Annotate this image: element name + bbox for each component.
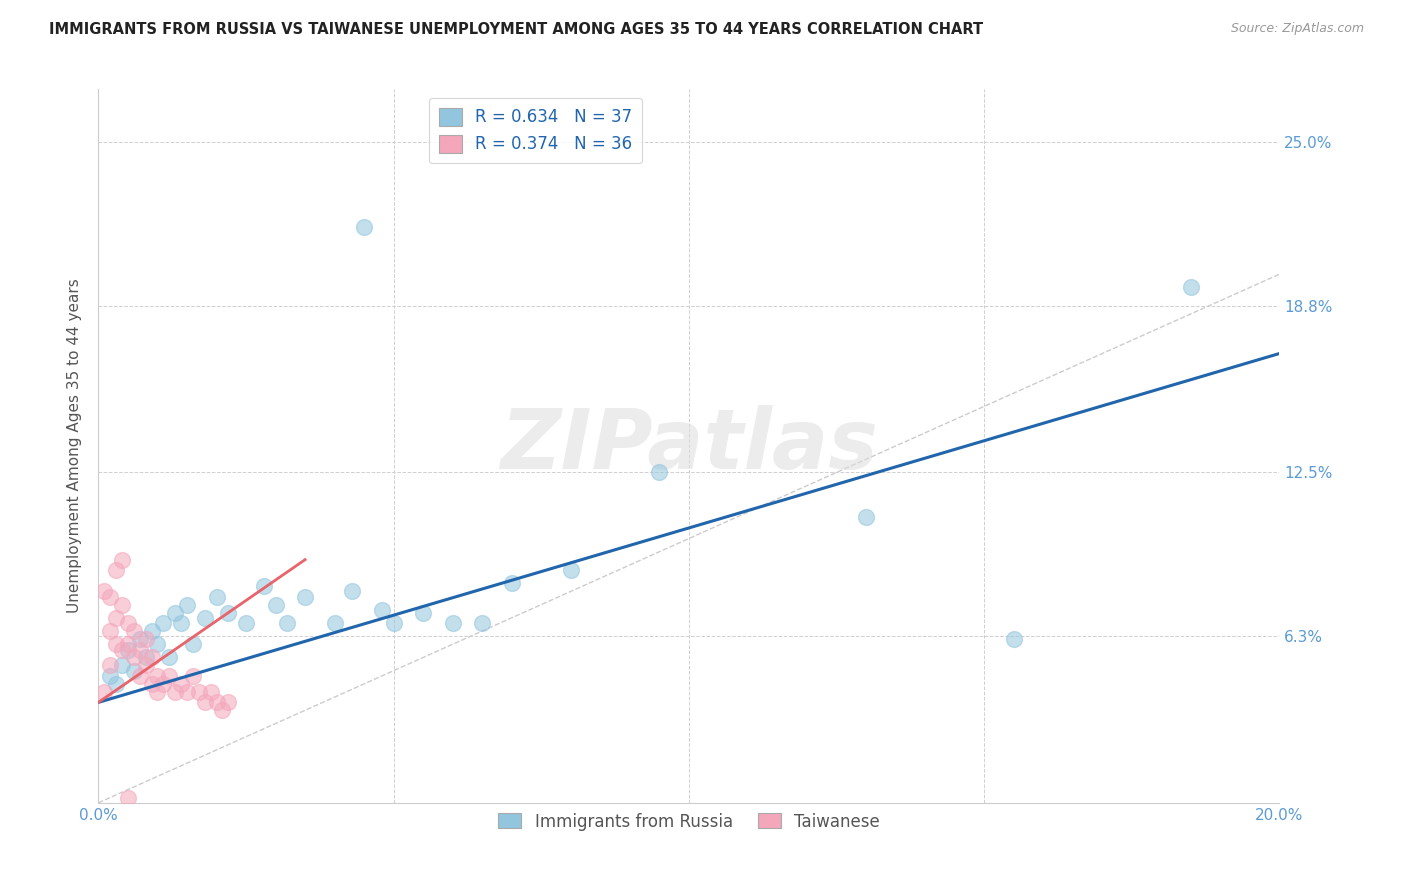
Point [146,669,169,683]
Point [146,637,169,651]
Point [93,685,115,699]
Point [105,563,128,577]
Point [141,650,163,665]
Point [157,650,180,665]
Point [98,624,121,638]
Point [122,624,145,638]
Point [294,590,316,604]
Point [342,584,364,599]
Point [170,677,193,691]
Point [412,606,434,620]
Point [117,642,139,657]
Point [194,611,217,625]
Point [371,603,394,617]
Point [135,650,157,665]
Point [111,552,134,566]
Point [1180,280,1202,294]
Text: IMMIGRANTS FROM RUSSIA VS TAIWANESE UNEMPLOYMENT AMONG AGES 35 TO 44 YEARS CORRE: IMMIGRANTS FROM RUSSIA VS TAIWANESE UNEM… [49,22,983,37]
Point [122,650,145,665]
Legend: Immigrants from Russia, Taiwanese: Immigrants from Russia, Taiwanese [491,806,887,838]
Point [353,219,375,234]
Point [441,616,464,631]
Text: ZIPatlas: ZIPatlas [501,406,877,486]
Point [200,685,222,699]
Point [111,642,134,657]
Point [98,590,121,604]
Point [141,677,163,691]
Point [382,616,405,631]
Point [187,685,209,699]
Point [165,606,187,620]
Point [135,632,157,646]
Point [176,598,198,612]
Point [128,642,150,657]
Point [276,616,298,631]
Point [128,669,150,683]
Point [170,616,193,631]
Y-axis label: Unemployment Among Ages 35 to 44 years: Unemployment Among Ages 35 to 44 years [66,278,82,614]
Point [323,616,346,631]
Point [111,658,134,673]
Point [264,598,287,612]
Point [217,695,239,709]
Point [135,658,157,673]
Point [235,616,257,631]
Point [560,563,582,577]
Point [105,677,128,691]
Point [205,590,228,604]
Point [117,790,139,805]
Point [648,466,671,480]
Point [117,637,139,651]
Point [205,695,228,709]
Point [471,616,494,631]
Point [855,510,877,524]
Point [152,677,174,691]
Point [152,616,174,631]
Point [98,669,121,683]
Point [117,616,139,631]
Point [253,579,276,593]
Point [122,664,145,678]
Point [217,606,239,620]
Point [157,669,180,683]
Point [105,611,128,625]
Point [194,695,217,709]
Point [111,598,134,612]
Point [181,637,204,651]
Point [105,637,128,651]
Point [501,576,523,591]
Point [141,624,163,638]
Point [146,685,169,699]
Point [181,669,204,683]
Point [128,632,150,646]
Point [165,685,187,699]
Point [176,685,198,699]
Point [98,658,121,673]
Point [1002,632,1025,646]
Point [93,584,115,599]
Point [211,703,233,717]
Text: Source: ZipAtlas.com: Source: ZipAtlas.com [1230,22,1364,36]
